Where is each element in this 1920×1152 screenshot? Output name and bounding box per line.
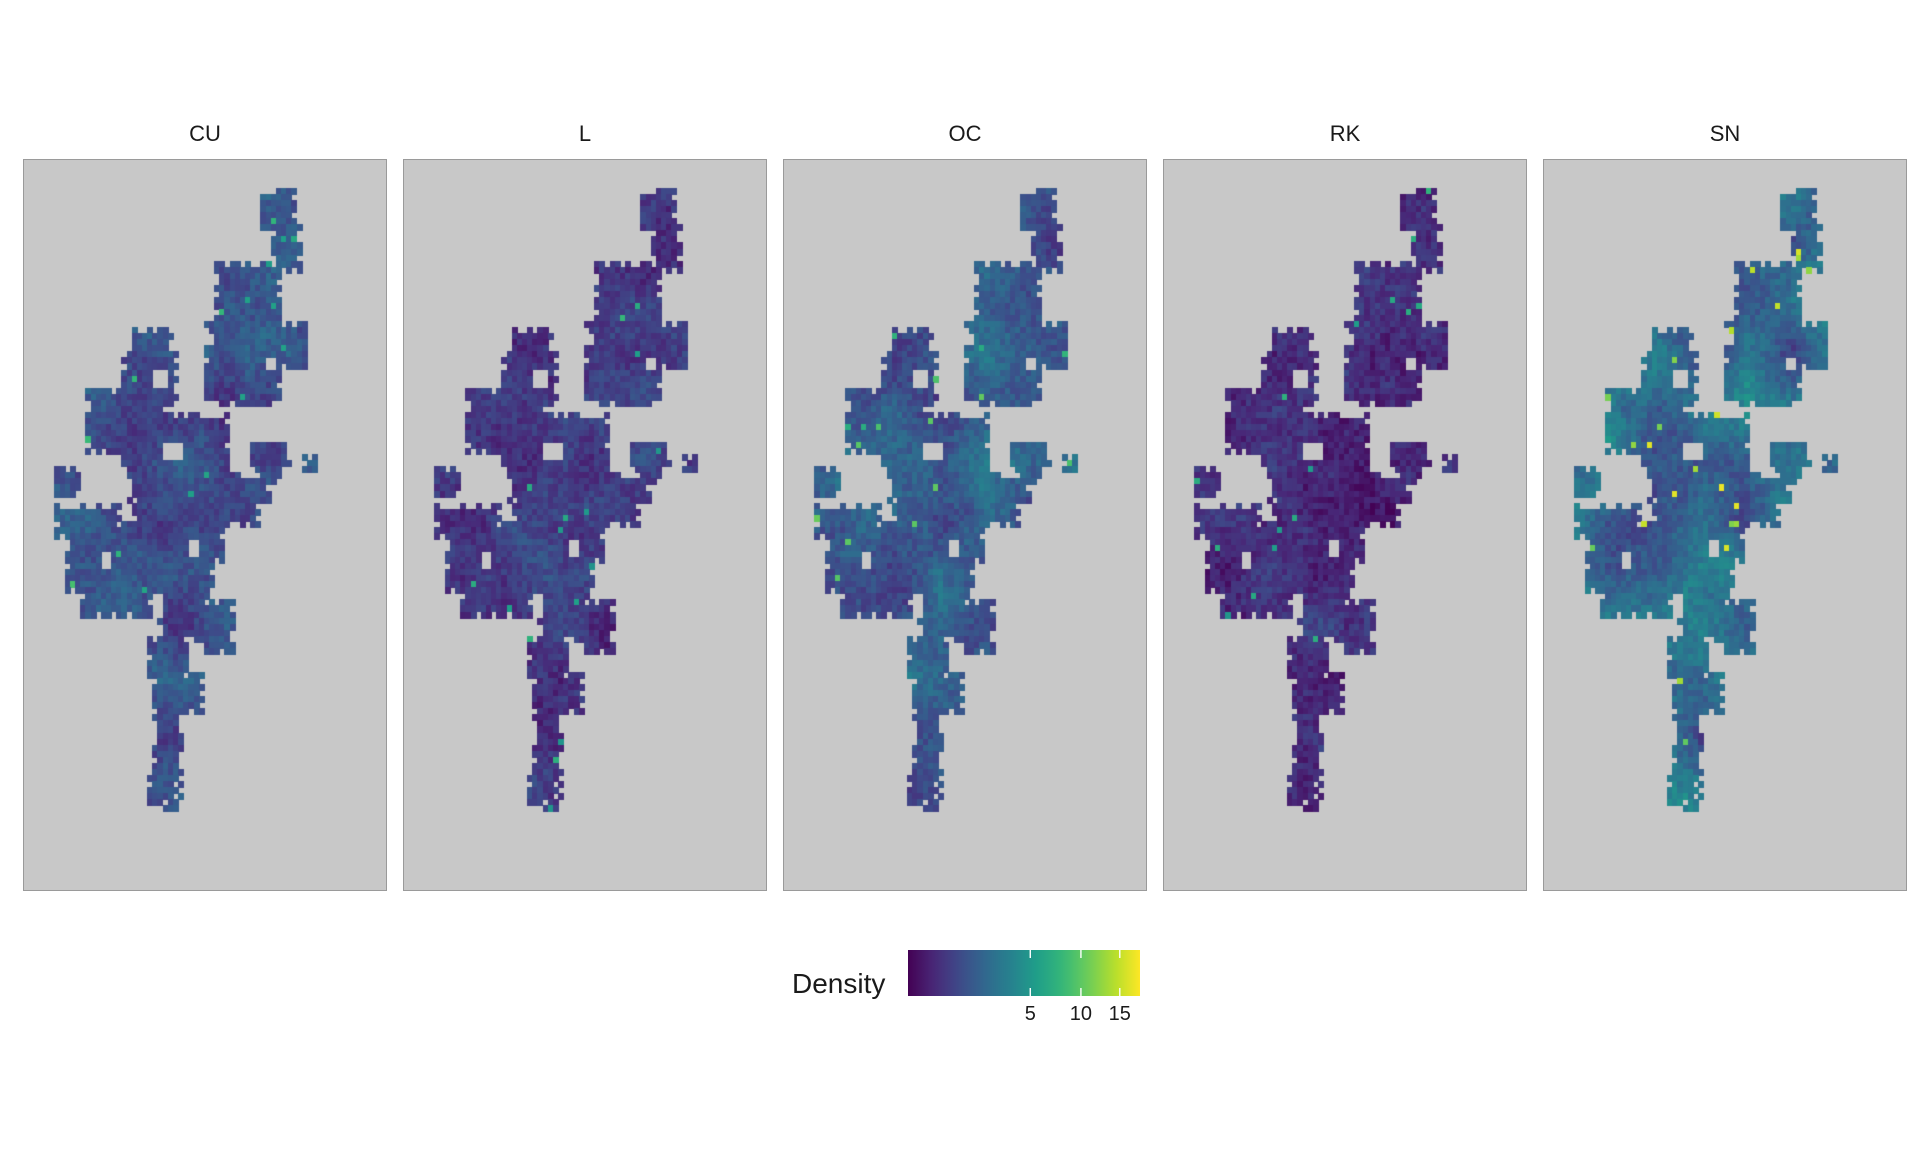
facet-panel-sn: SN <box>1543 121 1907 891</box>
facet-panel-l: L <box>403 121 767 891</box>
facet-panel-oc: OC <box>783 121 1147 891</box>
legend-colorbar <box>908 950 1140 996</box>
facet-label: CU <box>189 121 221 146</box>
facet-panel-cu: CU <box>23 121 387 891</box>
legend-title: Density <box>792 968 886 999</box>
facet-panel-rk: RK <box>1163 121 1527 891</box>
density-raster <box>1164 160 1526 890</box>
legend: Density 5 10 15 <box>780 940 1200 1030</box>
density-raster <box>24 160 386 890</box>
density-raster <box>784 160 1146 890</box>
legend-tick-label: 5 <box>1025 1003 1036 1025</box>
plot-area <box>1543 159 1907 891</box>
legend-tick-label: 15 <box>1109 1003 1131 1025</box>
legend-tick-label: 10 <box>1070 1003 1092 1025</box>
density-raster <box>404 160 766 890</box>
legend-colorbar-svg: 5 10 15 <box>908 950 1140 1025</box>
plot-area <box>1163 159 1527 891</box>
density-raster <box>1544 160 1906 890</box>
plot-area <box>403 159 767 891</box>
plot-area <box>783 159 1147 891</box>
facet-label: L <box>578 121 592 146</box>
plot-area <box>23 159 387 891</box>
facet-label: OC <box>948 121 982 146</box>
facet-label: RK <box>1329 121 1361 146</box>
facet-label: SN <box>1709 121 1741 146</box>
